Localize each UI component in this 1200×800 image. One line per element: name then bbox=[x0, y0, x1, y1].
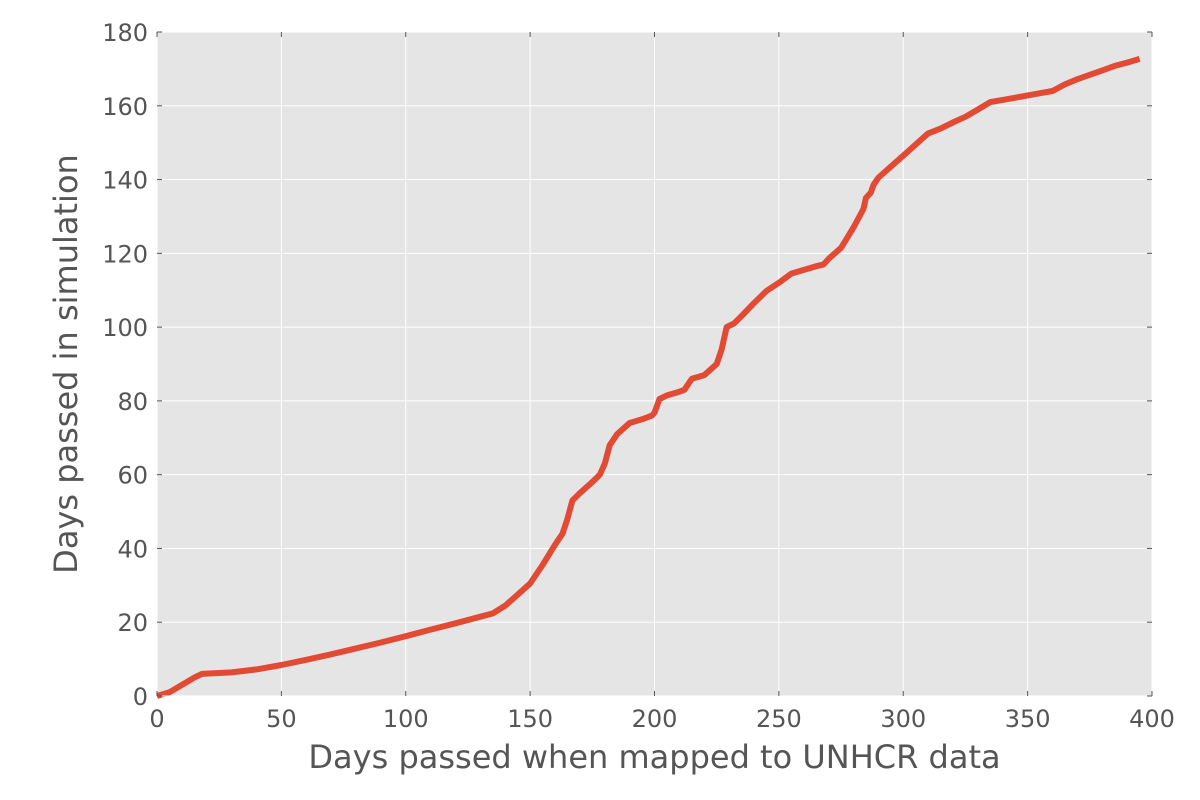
y-axis-label: Days passed in simulation bbox=[47, 154, 85, 574]
tick-marks bbox=[156, 31, 1153, 697]
y-tick-label: 80 bbox=[117, 388, 148, 416]
y-tick-label: 0 bbox=[133, 683, 148, 711]
series-line bbox=[156, 56, 1141, 699]
x-tick-label: 200 bbox=[632, 705, 678, 733]
x-tick-label: 250 bbox=[756, 705, 802, 733]
x-tick-label: 300 bbox=[880, 705, 926, 733]
y-tick-label: 180 bbox=[102, 19, 148, 47]
x-tick-labels: 0 50 100 150 200 250 300 350 400 bbox=[149, 705, 1175, 733]
x-tick-label: 100 bbox=[383, 705, 429, 733]
x-tick-label: 50 bbox=[266, 705, 297, 733]
x-tick-label: 0 bbox=[149, 705, 164, 733]
y-tick-label: 140 bbox=[102, 167, 148, 195]
x-tick-label: 350 bbox=[1005, 705, 1051, 733]
y-tick-label: 60 bbox=[117, 462, 148, 490]
y-tick-labels: 0 20 40 60 80 100 120 140 160 180 bbox=[102, 19, 148, 711]
y-tick-label: 160 bbox=[102, 93, 148, 121]
y-tick-label: 20 bbox=[117, 609, 148, 637]
x-tick-label: 150 bbox=[507, 705, 553, 733]
y-tick-label: 100 bbox=[102, 314, 148, 342]
y-tick-label: 120 bbox=[102, 240, 148, 268]
x-tick-label: 400 bbox=[1129, 705, 1175, 733]
y-tick-label: 40 bbox=[117, 535, 148, 563]
x-axis-label: Days passed when mapped to UNHCR data bbox=[308, 738, 1000, 776]
